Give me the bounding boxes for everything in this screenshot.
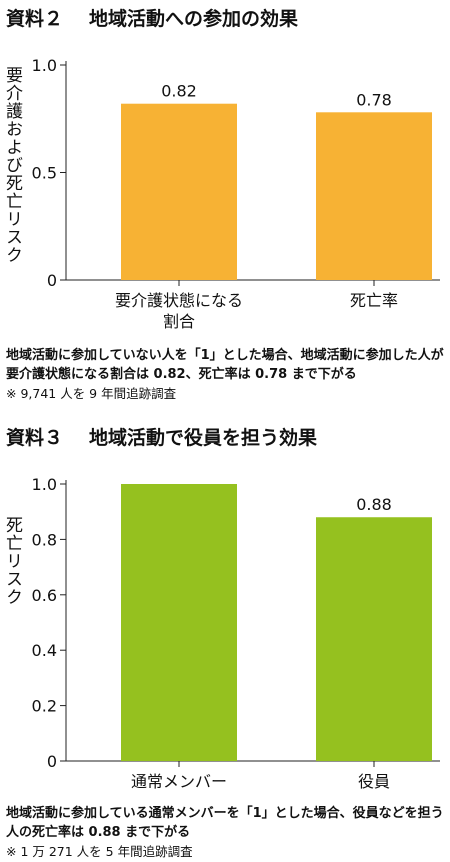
chart2-title-text: 地域活動で役員を担う効果 [89,427,318,449]
chart2-y-tick-label: 0.2 [32,697,57,716]
chart2-y-tick-label: 0 [47,752,57,771]
chart2-y-tick-label: 0.4 [32,641,57,660]
chart1-y-axis-label: 要介護および死亡リスク [2,66,22,264]
chart1-title-text: 地域活動への参加の効果 [89,8,299,30]
chart2-bar [316,517,432,761]
chart1-bar [316,112,432,280]
chart2-y-tick-label: 1.0 [32,475,57,494]
chart1-x-tick-label: 割合 [163,312,195,331]
chart1-plot: 1.0 0.5 0 0.82 要介護状態になる割合 0.78 死亡率 [32,56,440,331]
chart2-y-tick-label: 0.6 [32,586,57,605]
chart2-x-tick-label: 役員 [358,772,390,791]
chart1-x-tick-label: 要介護状態になる [115,291,243,310]
chart2-bar [121,484,237,761]
chart1-data-label: 0.82 [161,82,197,101]
chart1-note-main: 地域活動に参加していない人を「1」とした場合、地域活動に参加した人が要介護状態に… [6,348,444,382]
chart2-title-label: 資料３ [6,427,64,449]
chart1-y-tick-label: 0.5 [32,164,57,183]
chart1-note-sub: ※ 9,741 人を 9 年間追跡調査 [6,386,177,401]
chart2-plot: 1.0 0.8 0.6 0.4 0.2 0 通常メンバー 0.88 役員 [32,475,440,791]
chart1-y-tick-label: 0 [47,271,57,290]
chart1-data-label: 0.78 [356,90,392,109]
chart1-title-label: 資料２ [6,8,64,30]
chart1-x-tick-label: 死亡率 [350,291,398,310]
chart2-y-tick-label: 0.8 [32,530,57,549]
chart2-note: 地域活動に参加している通常メンバーを「1」とした場合、役員などを担う人の死亡率は… [6,804,446,862]
chart1-y-tick-label: 1.0 [32,56,57,75]
chart2-x-tick-label: 通常メンバー [131,772,227,791]
chart2-note-main: 地域活動に参加している通常メンバーを「1」とした場合、役員などを担う人の死亡率は… [6,806,444,840]
chart1-title: 資料２ 地域活動への参加の効果 [6,4,298,31]
chart2-title: 資料３ 地域活動で役員を担う効果 [6,423,317,450]
chart2-y-axis-label: 死亡リスク [2,516,22,606]
chart1-bar [121,103,237,280]
chart2-note-sub: ※ 1 万 271 人を 5 年間追跡調査 [6,844,193,859]
chart1-note: 地域活動に参加していない人を「1」とした場合、地域活動に参加した人が要介護状態に… [6,346,446,404]
chart2-data-label: 0.88 [356,495,392,514]
